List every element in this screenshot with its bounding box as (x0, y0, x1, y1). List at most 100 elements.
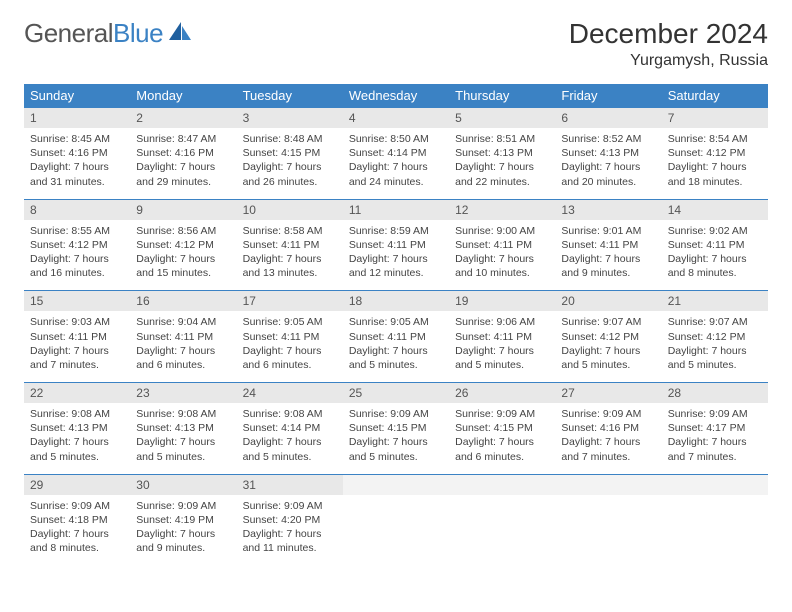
daylight-text: Daylight: 7 hours and 15 minutes. (136, 252, 230, 280)
daylight-text: Daylight: 7 hours and 9 minutes. (561, 252, 655, 280)
daylight-text: Daylight: 7 hours and 8 minutes. (30, 527, 124, 555)
daylight-text: Daylight: 7 hours and 5 minutes. (668, 344, 762, 372)
sunrise-text: Sunrise: 8:45 AM (30, 132, 124, 146)
title-block: December 2024 Yurgamysh, Russia (569, 18, 768, 70)
day-details: Sunrise: 9:02 AMSunset: 4:11 PMDaylight:… (662, 220, 768, 291)
daylight-text: Daylight: 7 hours and 5 minutes. (455, 344, 549, 372)
logo: GeneralBlue (24, 18, 193, 49)
sunset-text: Sunset: 4:18 PM (30, 513, 124, 527)
calendar-cell: 13Sunrise: 9:01 AMSunset: 4:11 PMDayligh… (555, 199, 661, 291)
daylight-text: Daylight: 7 hours and 29 minutes. (136, 160, 230, 188)
day-number: 1 (24, 108, 130, 128)
day-number: 8 (24, 200, 130, 220)
day-details: Sunrise: 9:01 AMSunset: 4:11 PMDaylight:… (555, 220, 661, 291)
sunset-text: Sunset: 4:13 PM (455, 146, 549, 160)
day-number: 19 (449, 291, 555, 311)
daylight-text: Daylight: 7 hours and 7 minutes. (30, 344, 124, 372)
day-number: 27 (555, 383, 661, 403)
day-number: 22 (24, 383, 130, 403)
sunset-text: Sunset: 4:16 PM (30, 146, 124, 160)
sunset-text: Sunset: 4:14 PM (243, 421, 337, 435)
day-number: 3 (237, 108, 343, 128)
calendar-cell: 30Sunrise: 9:09 AMSunset: 4:19 PMDayligh… (130, 474, 236, 565)
sunrise-text: Sunrise: 9:07 AM (668, 315, 762, 329)
day-header: Friday (555, 84, 661, 108)
calendar-cell: 24Sunrise: 9:08 AMSunset: 4:14 PMDayligh… (237, 383, 343, 475)
calendar-cell: 26Sunrise: 9:09 AMSunset: 4:15 PMDayligh… (449, 383, 555, 475)
sunset-text: Sunset: 4:16 PM (561, 421, 655, 435)
day-number: 24 (237, 383, 343, 403)
sunrise-text: Sunrise: 9:08 AM (30, 407, 124, 421)
calendar-cell: 4Sunrise: 8:50 AMSunset: 4:14 PMDaylight… (343, 108, 449, 200)
day-details: Sunrise: 9:09 AMSunset: 4:19 PMDaylight:… (130, 495, 236, 566)
day-details: Sunrise: 8:51 AMSunset: 4:13 PMDaylight:… (449, 128, 555, 199)
daylight-text: Daylight: 7 hours and 10 minutes. (455, 252, 549, 280)
daylight-text: Daylight: 7 hours and 5 minutes. (349, 435, 443, 463)
sunset-text: Sunset: 4:11 PM (455, 238, 549, 252)
calendar-cell: 8Sunrise: 8:55 AMSunset: 4:12 PMDaylight… (24, 199, 130, 291)
day-number: 16 (130, 291, 236, 311)
daylight-text: Daylight: 7 hours and 5 minutes. (243, 435, 337, 463)
sunrise-text: Sunrise: 8:47 AM (136, 132, 230, 146)
day-details: Sunrise: 9:08 AMSunset: 4:14 PMDaylight:… (237, 403, 343, 474)
day-number: 2 (130, 108, 236, 128)
day-number: 4 (343, 108, 449, 128)
day-header: Sunday (24, 84, 130, 108)
sunset-text: Sunset: 4:20 PM (243, 513, 337, 527)
day-number: 11 (343, 200, 449, 220)
calendar-cell (449, 474, 555, 565)
day-header: Thursday (449, 84, 555, 108)
sunrise-text: Sunrise: 9:08 AM (136, 407, 230, 421)
calendar-cell: 19Sunrise: 9:06 AMSunset: 4:11 PMDayligh… (449, 291, 555, 383)
day-details: Sunrise: 9:09 AMSunset: 4:15 PMDaylight:… (449, 403, 555, 474)
sunrise-text: Sunrise: 9:04 AM (136, 315, 230, 329)
sunset-text: Sunset: 4:14 PM (349, 146, 443, 160)
daylight-text: Daylight: 7 hours and 20 minutes. (561, 160, 655, 188)
sunrise-text: Sunrise: 9:03 AM (30, 315, 124, 329)
sunrise-text: Sunrise: 8:48 AM (243, 132, 337, 146)
sunrise-text: Sunrise: 9:09 AM (561, 407, 655, 421)
day-number: 21 (662, 291, 768, 311)
calendar-cell: 25Sunrise: 9:09 AMSunset: 4:15 PMDayligh… (343, 383, 449, 475)
sunset-text: Sunset: 4:12 PM (30, 238, 124, 252)
sunset-text: Sunset: 4:11 PM (349, 238, 443, 252)
calendar-cell (343, 474, 449, 565)
calendar-cell: 18Sunrise: 9:05 AMSunset: 4:11 PMDayligh… (343, 291, 449, 383)
day-details: Sunrise: 9:07 AMSunset: 4:12 PMDaylight:… (662, 311, 768, 382)
calendar-week: 8Sunrise: 8:55 AMSunset: 4:12 PMDaylight… (24, 199, 768, 291)
sunset-text: Sunset: 4:11 PM (136, 330, 230, 344)
sunset-text: Sunset: 4:11 PM (455, 330, 549, 344)
sunrise-text: Sunrise: 8:56 AM (136, 224, 230, 238)
calendar-cell: 12Sunrise: 9:00 AMSunset: 4:11 PMDayligh… (449, 199, 555, 291)
calendar-cell: 17Sunrise: 9:05 AMSunset: 4:11 PMDayligh… (237, 291, 343, 383)
calendar-cell: 16Sunrise: 9:04 AMSunset: 4:11 PMDayligh… (130, 291, 236, 383)
day-number: 6 (555, 108, 661, 128)
calendar-cell: 29Sunrise: 9:09 AMSunset: 4:18 PMDayligh… (24, 474, 130, 565)
daylight-text: Daylight: 7 hours and 5 minutes. (30, 435, 124, 463)
day-details: Sunrise: 9:08 AMSunset: 4:13 PMDaylight:… (130, 403, 236, 474)
calendar-cell: 28Sunrise: 9:09 AMSunset: 4:17 PMDayligh… (662, 383, 768, 475)
calendar-cell: 9Sunrise: 8:56 AMSunset: 4:12 PMDaylight… (130, 199, 236, 291)
day-header: Monday (130, 84, 236, 108)
day-details: Sunrise: 8:56 AMSunset: 4:12 PMDaylight:… (130, 220, 236, 291)
sunrise-text: Sunrise: 8:54 AM (668, 132, 762, 146)
month-title: December 2024 (569, 18, 768, 50)
day-details: Sunrise: 9:07 AMSunset: 4:12 PMDaylight:… (555, 311, 661, 382)
daylight-text: Daylight: 7 hours and 18 minutes. (668, 160, 762, 188)
sunrise-text: Sunrise: 9:09 AM (30, 499, 124, 513)
day-details: Sunrise: 8:58 AMSunset: 4:11 PMDaylight:… (237, 220, 343, 291)
day-details: Sunrise: 9:09 AMSunset: 4:16 PMDaylight:… (555, 403, 661, 474)
day-details: Sunrise: 9:05 AMSunset: 4:11 PMDaylight:… (237, 311, 343, 382)
sunrise-text: Sunrise: 9:09 AM (243, 499, 337, 513)
day-number: 12 (449, 200, 555, 220)
sunrise-text: Sunrise: 9:01 AM (561, 224, 655, 238)
day-details: Sunrise: 9:09 AMSunset: 4:15 PMDaylight:… (343, 403, 449, 474)
calendar-cell: 21Sunrise: 9:07 AMSunset: 4:12 PMDayligh… (662, 291, 768, 383)
calendar-cell: 5Sunrise: 8:51 AMSunset: 4:13 PMDaylight… (449, 108, 555, 200)
calendar-cell: 14Sunrise: 9:02 AMSunset: 4:11 PMDayligh… (662, 199, 768, 291)
sunset-text: Sunset: 4:11 PM (668, 238, 762, 252)
calendar-cell (555, 474, 661, 565)
sunrise-text: Sunrise: 9:02 AM (668, 224, 762, 238)
calendar-week: 1 Sunrise: 8:45 AMSunset: 4:16 PM Daylight… (24, 108, 768, 200)
day-number: 5 (449, 108, 555, 128)
